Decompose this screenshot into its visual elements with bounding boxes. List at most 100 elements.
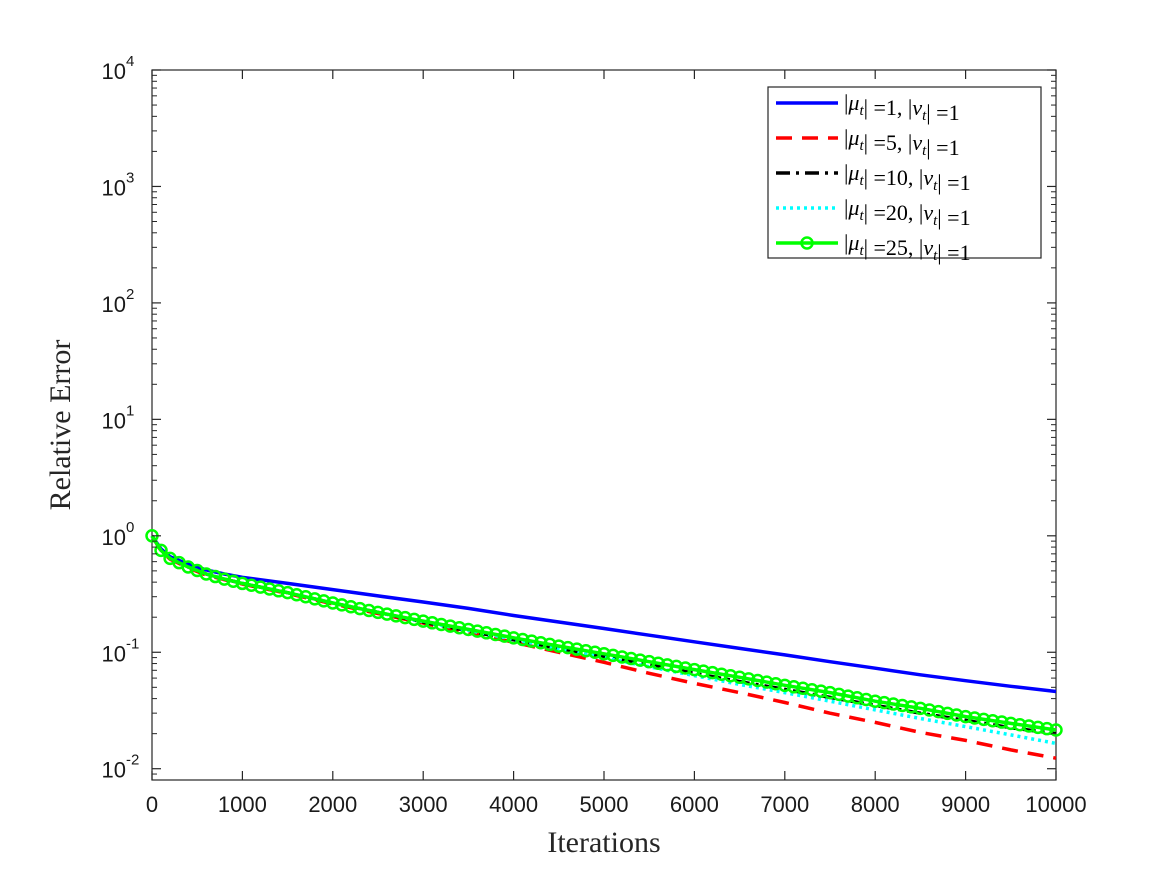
series-point <box>543 637 557 652</box>
series-point <box>561 640 575 655</box>
series-point <box>895 698 910 713</box>
y-tick-exponent: 4 <box>126 53 134 70</box>
series-point <box>389 609 403 623</box>
series-point <box>226 574 241 589</box>
series-point <box>380 607 394 621</box>
series-point <box>307 592 322 606</box>
series-point <box>425 616 439 630</box>
series-point <box>1022 719 1036 733</box>
series-point <box>479 626 494 640</box>
series-point <box>362 603 376 618</box>
series-point <box>913 701 928 716</box>
legend-label: |μt| =1, |νt| =1 <box>844 90 960 125</box>
y-tick-exponent: 0 <box>126 519 134 536</box>
series-point <box>985 713 1000 728</box>
x-tick-label: 6000 <box>670 792 719 817</box>
series-point <box>317 594 331 608</box>
series-point <box>759 675 774 689</box>
x-tick-label: 8000 <box>851 792 900 817</box>
y-tick-label: 10 <box>102 59 126 84</box>
x-tick-label: 1000 <box>218 792 267 817</box>
series-point <box>850 691 864 705</box>
series-point <box>832 687 846 702</box>
series-line-1 <box>150 534 1057 694</box>
series-point <box>732 670 747 685</box>
series-point <box>289 587 304 602</box>
series-point <box>217 572 232 586</box>
series-point <box>606 648 620 663</box>
x-tick-label: 10000 <box>1025 792 1086 817</box>
x-tick-label: 9000 <box>941 792 990 817</box>
series-point <box>1004 716 1018 731</box>
series-point <box>262 582 277 596</box>
series-point <box>579 643 593 658</box>
series-point <box>371 605 385 620</box>
series-point <box>904 700 919 714</box>
series-point <box>235 576 250 591</box>
series-point <box>506 631 521 645</box>
series-point <box>1040 721 1054 736</box>
series-point <box>244 578 259 593</box>
series-point <box>344 599 358 614</box>
series-point <box>931 704 946 719</box>
y-tick-label: 10 <box>102 758 126 783</box>
x-axis-title: Iterations <box>547 826 660 859</box>
series-point <box>796 681 810 696</box>
series-point <box>533 636 548 650</box>
series-point <box>615 650 629 664</box>
y-tick-exponent: -1 <box>126 635 139 652</box>
legend-label: |μt| =5, |νt| =1 <box>844 125 960 160</box>
series-point <box>823 685 837 700</box>
legend-label: |μt| =20, |νt| =1 <box>844 195 971 230</box>
series-point <box>326 596 340 610</box>
y-tick-label: 10 <box>102 292 126 317</box>
series-point <box>660 658 675 672</box>
series-point <box>922 703 937 717</box>
y-tick-label: 10 <box>102 175 126 200</box>
series-point <box>452 621 467 635</box>
series-point <box>705 665 720 680</box>
series-point <box>859 692 873 707</box>
series-point <box>642 654 656 669</box>
series-point <box>434 617 449 632</box>
series-point <box>1031 720 1045 735</box>
series-point <box>877 695 891 710</box>
series-point <box>778 678 792 693</box>
series-point <box>741 672 756 686</box>
series-point <box>976 712 991 727</box>
y-tick-label: 10 <box>102 641 126 666</box>
series-point <box>868 694 882 708</box>
y-tick-exponent: 3 <box>126 169 134 186</box>
series-point <box>552 639 566 653</box>
data-layer <box>145 529 1063 760</box>
axis-layer: 0 1000 2000 3000 4000 5000 6000 7000 8000 9000 100… <box>102 53 1087 817</box>
y-tick-label: 10 <box>102 408 126 433</box>
series-point <box>1049 723 1063 737</box>
y-tick-exponent: 2 <box>126 286 134 303</box>
legend-label: |μt| =25, |νt| =1 <box>844 230 971 265</box>
x-tick-label: 4000 <box>489 792 538 817</box>
series-point <box>280 585 295 600</box>
y-tick-label: 10 <box>102 525 126 550</box>
series-point <box>597 647 611 661</box>
series-point <box>814 684 828 698</box>
series-point <box>669 659 684 674</box>
series-point <box>497 629 512 643</box>
series-point <box>154 543 168 558</box>
series-point <box>353 601 367 616</box>
series-point <box>886 697 901 711</box>
x-tick-label: 7000 <box>760 792 809 817</box>
series-point <box>723 668 738 683</box>
legend-swatch-marker <box>800 236 814 250</box>
series-point <box>714 667 729 681</box>
series-point <box>958 709 973 724</box>
series-line-2 <box>150 534 1057 760</box>
series-point <box>651 656 665 671</box>
series-point <box>298 590 313 604</box>
legend-label: |μt| =10, |νt| =1 <box>844 160 971 195</box>
series-point <box>678 661 693 675</box>
x-tick-label: 0 <box>146 792 158 817</box>
series-point <box>271 584 286 598</box>
series-point <box>769 676 783 691</box>
